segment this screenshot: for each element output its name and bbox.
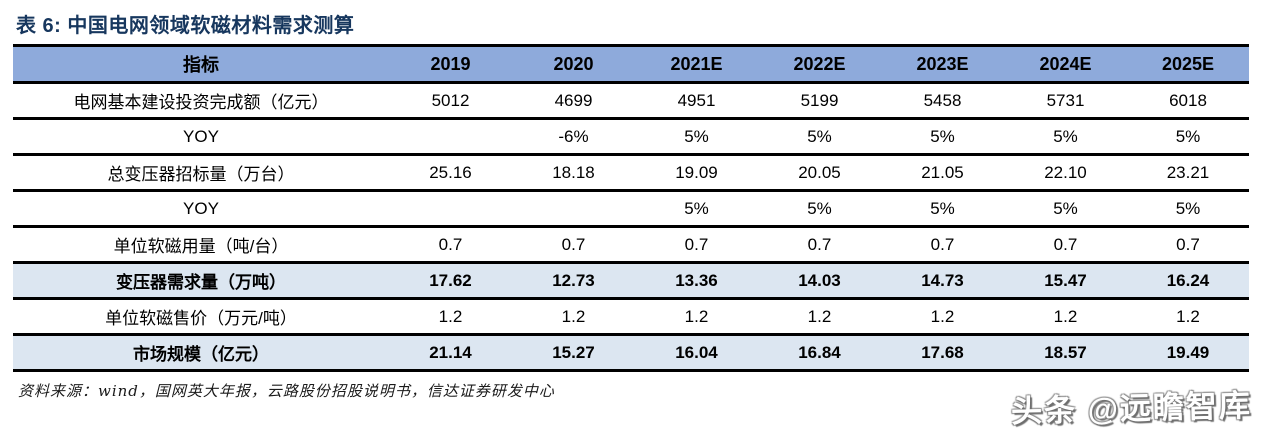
cell-value: 5% xyxy=(881,118,1004,156)
cell-value: 16.04 xyxy=(635,334,758,372)
cell-value: 13.36 xyxy=(635,262,758,300)
cell-value: 1.2 xyxy=(1004,298,1127,336)
row-label: 市场规模（亿元） xyxy=(13,334,389,372)
cell-value: 5% xyxy=(635,190,758,228)
table-row: YOY 5% 5% 5% 5% 5% xyxy=(13,190,1249,228)
row-label: 单位软磁售价（万元/吨） xyxy=(13,298,389,336)
cell-value: 12.73 xyxy=(512,262,635,300)
cell-value: 14.73 xyxy=(881,262,1004,300)
cell-value: 5012 xyxy=(389,82,512,120)
cell-value: 5731 xyxy=(1004,82,1127,120)
column-header-2022e: 2022E xyxy=(758,45,881,84)
row-label: 单位软磁用量（吨/台） xyxy=(13,226,389,264)
table-row: 总变压器招标量（万台） 25.16 18.18 19.09 20.05 21.05 22.1… xyxy=(13,154,1249,192)
cell-value: 5% xyxy=(1127,190,1249,228)
cell-value: 0.7 xyxy=(389,226,512,264)
page-title: 表 6: 中国电网领域软磁材料需求测算 xyxy=(16,15,355,37)
cell-value: 5% xyxy=(881,190,1004,228)
cell-value xyxy=(389,118,512,156)
column-header-indicator: 指标 xyxy=(13,45,389,84)
cell-value: 0.7 xyxy=(1004,226,1127,264)
column-header-2019: 2019 xyxy=(389,45,512,84)
table-row: 单位软磁售价（万元/吨） 1.2 1.2 1.2 1.2 1.2 1.2 1.2 xyxy=(13,298,1249,336)
row-label: YOY xyxy=(13,190,389,228)
cell-value: 22.10 xyxy=(1004,154,1127,192)
column-header-2024e: 2024E xyxy=(1004,45,1127,84)
cell-value: 0.7 xyxy=(512,226,635,264)
cell-value: 0.7 xyxy=(758,226,881,264)
table-row: 电网基本建设投资完成额（亿元） 5012 4699 4951 5199 5458 5731 6… xyxy=(13,82,1249,120)
table-header-row: 指标 2019 2020 2021E 2022E 2023E 2024E 202… xyxy=(13,45,1249,84)
cell-value: 17.62 xyxy=(389,262,512,300)
cell-value: 1.2 xyxy=(512,298,635,336)
cell-value: 25.16 xyxy=(389,154,512,192)
cell-value: 20.05 xyxy=(758,154,881,192)
cell-value xyxy=(389,190,512,228)
column-header-2023e: 2023E xyxy=(881,45,1004,84)
cell-value: 15.47 xyxy=(1004,262,1127,300)
cell-value: 1.2 xyxy=(389,298,512,336)
cell-value: 18.57 xyxy=(1004,334,1127,372)
table-row: YOY -6% 5% 5% 5% 5% 5% xyxy=(13,118,1249,156)
row-label: 变压器需求量（万吨） xyxy=(13,262,389,300)
cell-value: 5% xyxy=(1004,118,1127,156)
demand-forecast-table: 指标 2019 2020 2021E 2022E 2023E 2024E 202… xyxy=(13,44,1249,372)
cell-value: 16.24 xyxy=(1127,262,1249,300)
table-row: 单位软磁用量（吨/台） 0.7 0.7 0.7 0.7 0.7 0.7 0.7 xyxy=(13,226,1249,264)
row-label: 电网基本建设投资完成额（亿元） xyxy=(13,82,389,120)
cell-value: 17.68 xyxy=(881,334,1004,372)
column-header-2025e: 2025E xyxy=(1127,45,1249,84)
cell-value: 1.2 xyxy=(881,298,1004,336)
cell-value: 16.84 xyxy=(758,334,881,372)
cell-value: 4951 xyxy=(635,82,758,120)
row-label: YOY xyxy=(13,118,389,156)
column-header-2020: 2020 xyxy=(512,45,635,84)
cell-value: 5% xyxy=(758,190,881,228)
cell-value xyxy=(512,190,635,228)
column-header-2021e: 2021E xyxy=(635,45,758,84)
cell-value: 1.2 xyxy=(635,298,758,336)
cell-value: 1.2 xyxy=(1127,298,1249,336)
watermark: 头条 @远瞻智库 xyxy=(1010,387,1253,430)
cell-value: 1.2 xyxy=(758,298,881,336)
cell-value: 4699 xyxy=(512,82,635,120)
cell-value: 19.49 xyxy=(1127,334,1249,372)
cell-value: 18.18 xyxy=(512,154,635,192)
table-body: 电网基本建设投资完成额（亿元） 5012 4699 4951 5199 5458 5731 6… xyxy=(13,82,1249,372)
table-row: 变压器需求量（万吨） 17.62 12.73 13.36 14.03 14.73 15.47… xyxy=(13,262,1249,300)
cell-value: 15.27 xyxy=(512,334,635,372)
row-label: 总变压器招标量（万台） xyxy=(13,154,389,192)
cell-value: 0.7 xyxy=(635,226,758,264)
cell-value: 19.09 xyxy=(635,154,758,192)
cell-value: 14.03 xyxy=(758,262,881,300)
cell-value: 5% xyxy=(758,118,881,156)
cell-value: 5% xyxy=(1127,118,1249,156)
source-note: 资料来源：wind，国网英大年报，云路股份招股说明书，信达证券研发中心 xyxy=(18,382,555,400)
cell-value: 0.7 xyxy=(881,226,1004,264)
cell-value: 5% xyxy=(1004,190,1127,228)
cell-value: 5199 xyxy=(758,82,881,120)
cell-value: 6018 xyxy=(1127,82,1249,120)
table-row: 市场规模（亿元） 21.14 15.27 16.04 16.84 17.68 18.57 19… xyxy=(13,334,1249,372)
cell-value: 0.7 xyxy=(1127,226,1249,264)
cell-value: 23.21 xyxy=(1127,154,1249,192)
cell-value: 21.14 xyxy=(389,334,512,372)
cell-value: 21.05 xyxy=(881,154,1004,192)
cell-value: -6% xyxy=(512,118,635,156)
cell-value: 5458 xyxy=(881,82,1004,120)
cell-value: 5% xyxy=(635,118,758,156)
